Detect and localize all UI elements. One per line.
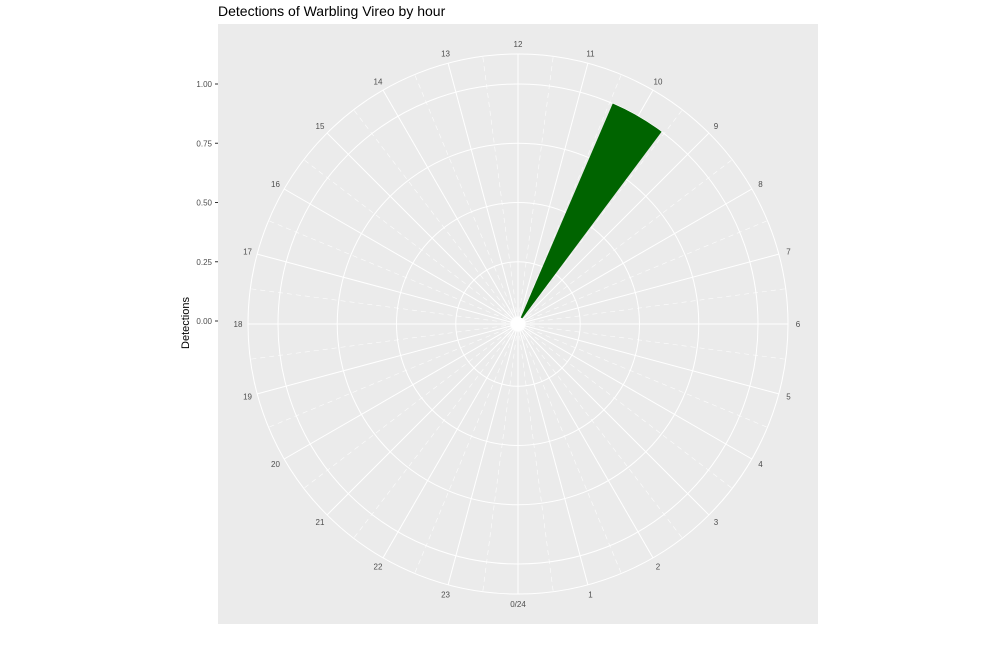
hour-label: 8 — [758, 180, 763, 189]
hour-label: 2 — [656, 562, 661, 571]
hour-label: 14 — [374, 78, 383, 87]
hour-label: 11 — [586, 50, 595, 59]
hour-label: 5 — [786, 392, 791, 401]
hour-label: 19 — [243, 392, 252, 401]
hour-label: 21 — [316, 518, 325, 527]
chart-title: Detections of Warbling Vireo by hour — [218, 3, 446, 19]
hour-label: 16 — [271, 180, 280, 189]
grid-spoke — [520, 188, 753, 323]
grid-spoke — [283, 325, 516, 460]
grid-spoke — [519, 132, 710, 323]
grid-spoke — [520, 324, 779, 395]
center-hub-circle — [511, 317, 525, 331]
center-hub — [511, 317, 525, 331]
hour-label: 3 — [714, 518, 719, 527]
grid-spoke — [518, 326, 589, 585]
hour-label: 10 — [654, 78, 663, 87]
hour-label: 23 — [441, 590, 450, 599]
grid-spoke — [519, 325, 710, 516]
y-tick-label: 0.75 — [196, 139, 212, 148]
bars — [519, 103, 662, 322]
hour-label: 12 — [514, 40, 523, 49]
grid-spoke — [520, 253, 779, 324]
bar-hour-10 — [519, 103, 662, 322]
grid-spoke — [519, 326, 654, 559]
hour-labels: 0/24123456789101112131415161718192021222… — [234, 40, 801, 609]
y-tick-label: 0.25 — [196, 258, 212, 267]
grid-spoke — [257, 253, 516, 324]
y-tick-label: 0.50 — [196, 199, 212, 208]
hour-label: 1 — [588, 590, 593, 599]
grid-spoke — [382, 326, 517, 559]
hour-label: 18 — [234, 320, 243, 329]
hour-label: 15 — [316, 122, 325, 131]
grid-spoke — [520, 325, 753, 460]
hour-label: 0/24 — [510, 600, 526, 609]
grid-spoke — [518, 63, 589, 322]
hour-label: 4 — [758, 460, 763, 469]
y-axis-ticks: 0.00 0.25 0.50 0.75 1.00 — [196, 80, 218, 326]
grid-spoke — [326, 325, 517, 516]
grid-spoke — [326, 132, 517, 323]
hour-label: 7 — [786, 248, 791, 257]
grid-spoke — [382, 89, 517, 322]
hour-label: 6 — [796, 320, 801, 329]
hour-label: 9 — [714, 122, 719, 131]
hour-label: 13 — [441, 50, 450, 59]
y-tick-label: 1.00 — [196, 80, 212, 89]
hour-label: 22 — [374, 562, 383, 571]
grid-spoke — [283, 188, 516, 323]
grid-spoke — [257, 324, 516, 395]
grid-spoke — [447, 63, 518, 322]
hour-label: 17 — [243, 248, 252, 257]
grid-major — [247, 53, 789, 595]
y-tick-label: 0.00 — [196, 317, 212, 326]
grid-spoke — [447, 326, 518, 585]
hour-label: 20 — [271, 460, 280, 469]
